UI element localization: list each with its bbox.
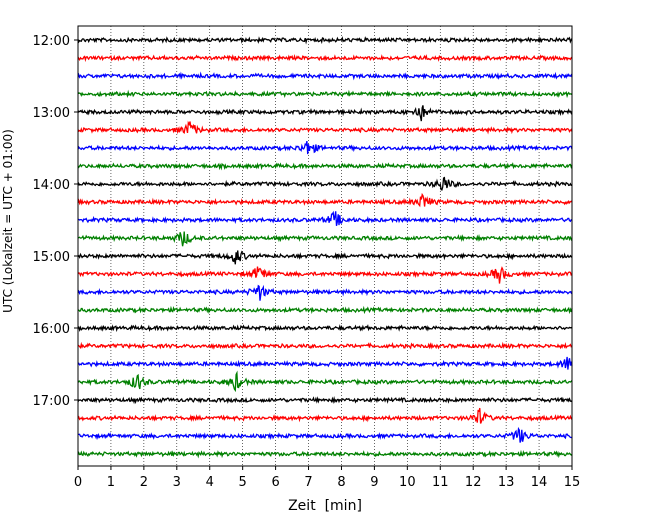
x-tick-label: 3 [173,475,181,490]
grid [110,26,540,466]
x-tick-label: 1 [107,475,115,490]
trace-1315 [77,120,573,135]
trace-1445 [77,231,573,247]
x-tick-label: 9 [370,475,378,490]
x-axis-title: Zeit [min] [288,498,362,514]
x-tick-label: 8 [337,475,345,490]
trace-1630 [77,356,573,370]
trace-1415 [77,192,573,208]
trace-1515 [77,266,573,284]
y-tick-label: 17:00 [33,394,70,409]
x-tick-label: 5 [239,475,247,490]
trace-1500 [77,250,573,265]
y-tick-label: 15:00 [33,250,70,265]
x-tick-label: 4 [206,475,214,490]
plot-frame [77,25,573,467]
trace-1245 [77,89,573,99]
x-tick-label: 6 [271,475,279,490]
trace-1200 [77,36,573,45]
trace-1330 [77,140,573,155]
x-tick-label: 7 [304,475,312,490]
y-axis: 12:00 13:00 14:00 15:00 16:00 17:00 [33,34,78,409]
trace-1345 [77,162,573,171]
x-tick-label: 2 [140,475,148,490]
y-tick-label: 16:00 [33,322,70,337]
x-tick-label: 11 [432,475,449,490]
x-tick-label: 12 [465,475,482,490]
trace-1645 [77,370,573,393]
x-tick-label: 13 [498,475,515,490]
x-tick-label: 0 [74,475,82,490]
trace-1430 [77,210,573,227]
trace-1530 [77,284,573,301]
x-axis: 0 1 2 3 4 5 6 7 8 9 10 11 12 13 14 15 [74,466,580,490]
trace-1545 [77,305,573,315]
y-tick-label: 14:00 [33,178,70,193]
trace-1400 [77,176,572,191]
trace-1700 [77,396,573,405]
x-tick-label: 14 [531,475,548,490]
trace-1230 [77,71,573,81]
x-tick-label: 10 [399,475,416,490]
trace-1715 [77,407,573,424]
x-tick-label: 15 [564,475,581,490]
trace-1615 [77,341,573,350]
trace-1600 [77,324,573,333]
traces [77,36,573,459]
y-tick-label: 13:00 [33,106,70,121]
trace-1215 [77,53,573,63]
y-tick-label: 12:00 [33,34,70,49]
trace-1745 [77,449,573,459]
y-axis-title: UTC (Lokalzeit = UTC + 01:00) [1,129,15,313]
trace-1730 [77,426,573,443]
trace-1300 [77,105,573,122]
